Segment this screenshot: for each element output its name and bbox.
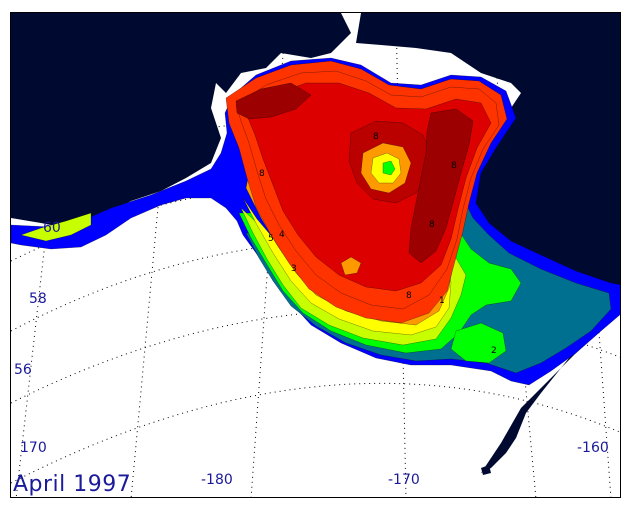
contour-label: 1 — [439, 296, 445, 306]
ice-level-2c — [20, 212, 92, 242]
contour-label: 3 — [291, 264, 297, 274]
contour-label: 8 — [406, 291, 412, 301]
latitude-line — [11, 382, 620, 484]
lon-label-minus-170: -170 — [388, 472, 420, 488]
polynya-st-matthew — [340, 256, 362, 276]
contour-label: 8 — [373, 132, 379, 142]
ice-level-9b — [235, 82, 312, 120]
date-label: April 1997 — [13, 472, 132, 497]
islet — [481, 465, 491, 475]
contour-label: 4 — [279, 230, 285, 240]
contour-label: 8 — [429, 220, 435, 230]
lon-label-minus-160: -160 — [577, 440, 609, 456]
alaska-land — [356, 13, 620, 473]
siberia-land — [11, 13, 351, 228]
lat-label-58: 58 — [29, 291, 47, 307]
contour-label: 5 — [268, 234, 274, 244]
ice-level-10 — [408, 108, 474, 264]
ice-level-2b — [450, 322, 507, 364]
lat-label-60: 60 — [43, 220, 61, 236]
ice-concentration-field — [11, 57, 620, 386]
contour-label: 8 — [259, 169, 265, 179]
longitude-line — [395, 13, 407, 497]
contour-markers: 8 5 4 3 8 8 8 8 2 1 — [259, 132, 497, 356]
sea-ice-map: 8 5 4 3 8 8 8 8 2 1 — [11, 13, 620, 497]
contour-label: 2 — [491, 346, 497, 356]
lon-label-minus-180: -180 — [201, 472, 233, 488]
polynya-green — [382, 160, 396, 176]
lon-label-170: 170 — [20, 440, 47, 456]
contour-label: 8 — [451, 161, 457, 171]
lat-label-56: 56 — [14, 362, 32, 378]
